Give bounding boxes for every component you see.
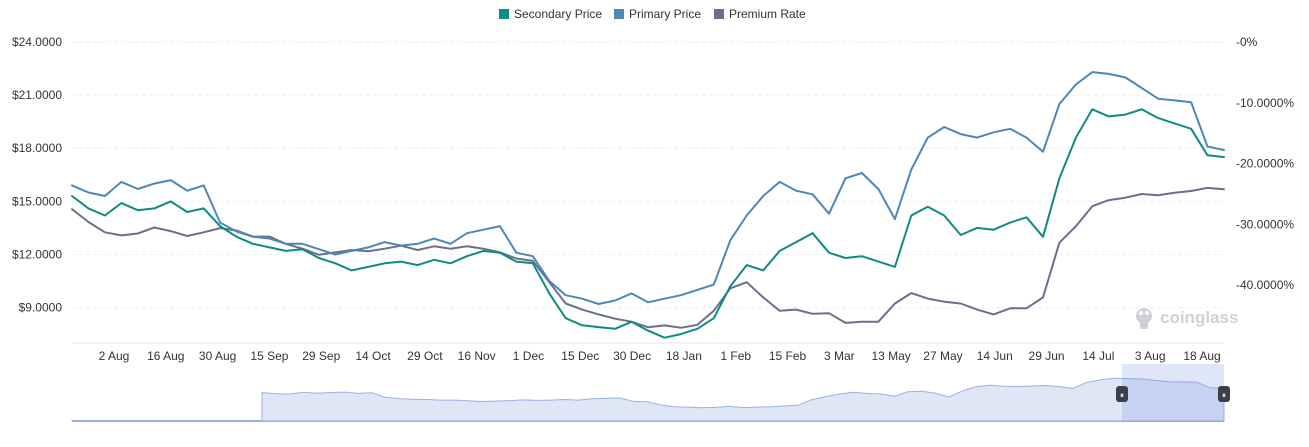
watermark-text: coinglass <box>1160 308 1238 327</box>
legend-label-premium-rate: Premium Rate <box>729 7 806 21</box>
legend-label-primary-price: Primary Price <box>629 7 701 21</box>
legend-label-secondary-price: Secondary Price <box>514 7 602 21</box>
x-tick-label: 15 Sep <box>250 349 288 363</box>
y-left-tick-label: $24.0000 <box>12 35 62 49</box>
series-line-secondary-price <box>71 108 1225 339</box>
coinglass-logo-icon <box>1136 308 1152 329</box>
x-tick-label: 18 Aug <box>1183 349 1220 363</box>
legend-item-secondary-price[interactable]: Secondary Price <box>499 7 602 21</box>
x-tick-label: 29 Jun <box>1029 349 1065 363</box>
y-right-axis: -0% -10.0000% -20.0000% -30.0000% -40.0000% <box>1236 35 1294 292</box>
handle-right-grip-icon: ⏸ <box>1222 391 1226 400</box>
y-left-tick-label: $12.0000 <box>12 247 62 261</box>
legend-swatch-secondary-price <box>499 9 509 19</box>
y-left-tick-label: $9.0000 <box>19 301 63 315</box>
y-left-tick-label: $21.0000 <box>12 88 62 102</box>
legend-item-primary-price[interactable]: Primary Price <box>614 7 701 21</box>
series-line-primary-price <box>71 71 1225 305</box>
watermark: coinglass <box>1136 308 1238 329</box>
x-tick-label: 15 Feb <box>769 349 807 363</box>
x-axis: 2 Aug 16 Aug 30 Aug 15 Sep 29 Sep 14 Oct 29 Oc… <box>99 349 1221 363</box>
x-tick-label: 14 Jun <box>977 349 1013 363</box>
y-left-axis: $9.0000 $12.0000 $15.0000 $18.0000 $21.0000 $… <box>12 35 62 315</box>
x-tick-label: 14 Oct <box>355 349 391 363</box>
x-tick-label: 18 Jan <box>666 349 702 363</box>
y-left-tick-label: $18.0000 <box>12 141 62 155</box>
navigator-handle-right[interactable]: ⏸ <box>1218 386 1230 402</box>
y-right-tick-label: -30.0000% <box>1236 217 1294 231</box>
x-tick-label: 2 Aug <box>99 349 130 363</box>
x-tick-label: 1 Dec <box>513 349 544 363</box>
x-tick-label: 29 Oct <box>407 349 443 363</box>
series-layer <box>71 71 1225 339</box>
navigator-selection[interactable] <box>1122 364 1224 422</box>
grid <box>72 41 1224 309</box>
navigator-handle-left[interactable]: ⏸ <box>1116 386 1128 402</box>
legend-item-premium-rate[interactable]: Premium Rate <box>714 7 806 21</box>
x-tick-label: 30 Aug <box>199 349 236 363</box>
y-right-tick-label: -0% <box>1236 35 1258 49</box>
x-tick-label: 29 Sep <box>302 349 340 363</box>
y-right-tick-label: -40.0000% <box>1236 278 1294 292</box>
x-tick-label: 3 Mar <box>824 349 855 363</box>
x-tick-label: 3 Aug <box>1135 349 1166 363</box>
legend-swatch-premium-rate <box>714 9 724 19</box>
x-tick-label: 16 Nov <box>458 349 496 363</box>
legend: Secondary Price Primary Price Premium Ra… <box>499 7 806 21</box>
x-tick-label: 16 Aug <box>147 349 184 363</box>
series-line-premium-rate <box>71 186 1225 329</box>
y-right-tick-label: -10.0000% <box>1236 96 1294 110</box>
y-left-tick-label: $15.0000 <box>12 194 62 208</box>
x-tick-label: 15 Dec <box>561 349 599 363</box>
x-tick-label: 13 May <box>871 349 910 363</box>
legend-swatch-primary-price <box>614 9 624 19</box>
x-tick-label: 14 Jul <box>1082 349 1114 363</box>
x-tick-label: 30 Dec <box>613 349 651 363</box>
navigator-area <box>71 377 1225 422</box>
x-tick-label: 27 May <box>923 349 962 363</box>
navigator[interactable]: ⏸ ⏸ <box>71 364 1230 422</box>
x-tick-label: 1 Feb <box>720 349 751 363</box>
y-right-tick-label: -20.0000% <box>1236 157 1294 171</box>
handle-left-grip-icon: ⏸ <box>1120 391 1124 400</box>
